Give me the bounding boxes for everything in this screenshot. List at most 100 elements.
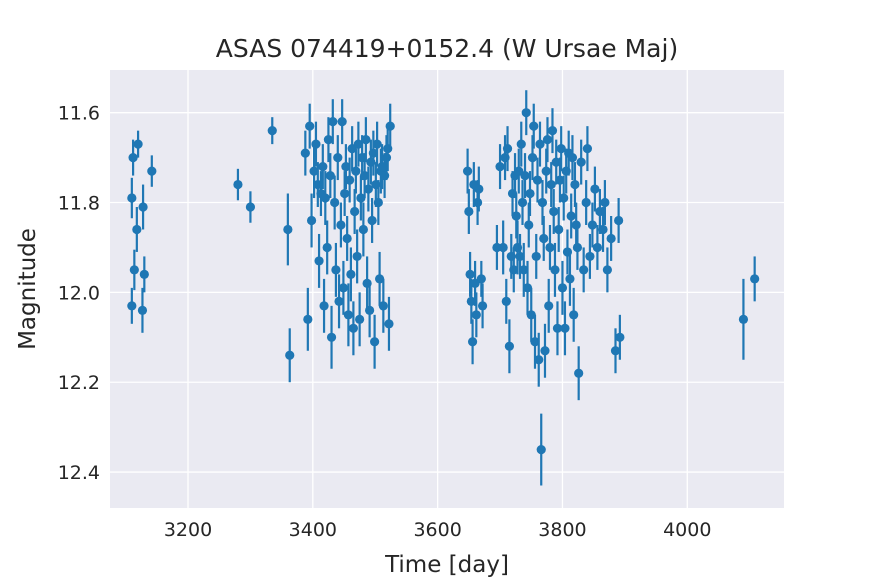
point-marker (462, 166, 473, 176)
point-marker (602, 265, 612, 275)
point-marker (610, 346, 621, 356)
point-marker (549, 206, 559, 217)
point-marker (471, 310, 481, 320)
data-point (610, 328, 621, 374)
data-point (361, 117, 371, 163)
data-point (340, 171, 350, 216)
point-marker (464, 206, 474, 217)
data-point (539, 216, 549, 261)
point-marker (336, 220, 346, 230)
data-point (556, 126, 566, 172)
data-point (541, 148, 551, 194)
point-marker (320, 193, 330, 203)
point-marker (358, 224, 368, 235)
point-marker (337, 117, 347, 127)
data-point (471, 292, 481, 338)
data-point (345, 157, 355, 203)
data-point (464, 189, 474, 234)
point-marker (524, 220, 534, 230)
point-marker (515, 251, 525, 262)
data-point (309, 144, 319, 199)
data-point (504, 319, 515, 374)
point-marker (267, 126, 277, 136)
point-marker (521, 108, 531, 118)
point-marker (147, 166, 157, 176)
point-marker (565, 274, 575, 284)
data-point (368, 130, 378, 176)
data-point (576, 139, 586, 185)
data-point (598, 207, 608, 252)
point-marker (551, 157, 561, 167)
point-marker (323, 135, 334, 145)
data-point (285, 328, 295, 383)
data-point (356, 175, 366, 221)
data-point (615, 314, 625, 360)
data-point (566, 193, 576, 239)
point-marker (556, 144, 566, 154)
data-point (467, 319, 478, 365)
point-marker (363, 184, 373, 194)
point-marker (530, 337, 540, 347)
data-point (750, 256, 760, 302)
point-marker (334, 296, 344, 306)
data-point (385, 103, 395, 149)
point-marker (360, 170, 370, 181)
data-point (462, 148, 473, 194)
data-point (378, 278, 388, 333)
data-point (348, 301, 358, 356)
data-point (334, 274, 344, 329)
data-point (337, 99, 347, 145)
point-marker (535, 139, 545, 149)
point-marker (532, 175, 543, 185)
data-point (320, 171, 330, 225)
data-point (520, 153, 530, 199)
data-point (127, 287, 137, 324)
point-marker (576, 157, 586, 167)
data-point (555, 157, 565, 203)
point-marker (137, 305, 148, 315)
point-marker (342, 233, 352, 244)
point-marker (333, 153, 343, 163)
point-marker (385, 121, 395, 131)
point-marker (566, 211, 576, 221)
point-marker (572, 242, 583, 253)
data-point (572, 224, 583, 270)
point-marker (606, 233, 616, 244)
point-marker (139, 269, 149, 279)
data-point (592, 224, 603, 270)
data-point (567, 135, 578, 181)
point-marker (322, 242, 332, 253)
data-point (554, 207, 564, 252)
data-point (363, 166, 373, 212)
point-marker (466, 296, 476, 306)
data-point (305, 103, 315, 149)
x-tick-labels: 3200 3400 3600 3800 4000 (164, 519, 712, 541)
x-tick-label: 3400 (289, 519, 337, 541)
data-point (322, 220, 332, 275)
point-marker (283, 224, 293, 235)
data-point (303, 287, 313, 351)
x-tick-label: 3600 (413, 519, 461, 541)
data-point (501, 278, 511, 324)
point-marker (128, 153, 138, 163)
data-point (579, 247, 589, 293)
point-marker (559, 193, 569, 203)
data-point (233, 168, 243, 201)
point-marker (379, 170, 390, 181)
point-marker (318, 161, 328, 172)
point-marker (474, 184, 484, 194)
point-marker (127, 193, 137, 203)
data-point (128, 139, 138, 176)
data-point (536, 413, 546, 486)
data-point (546, 162, 556, 208)
point-marker (502, 144, 513, 154)
point-marker (555, 175, 565, 185)
point-marker (325, 170, 335, 181)
point-marker (306, 215, 317, 226)
data-point (565, 251, 575, 306)
point-marker (476, 274, 486, 284)
point-marker (370, 337, 380, 347)
point-marker (560, 323, 570, 333)
data-point (550, 242, 560, 297)
point-marker (328, 117, 338, 127)
